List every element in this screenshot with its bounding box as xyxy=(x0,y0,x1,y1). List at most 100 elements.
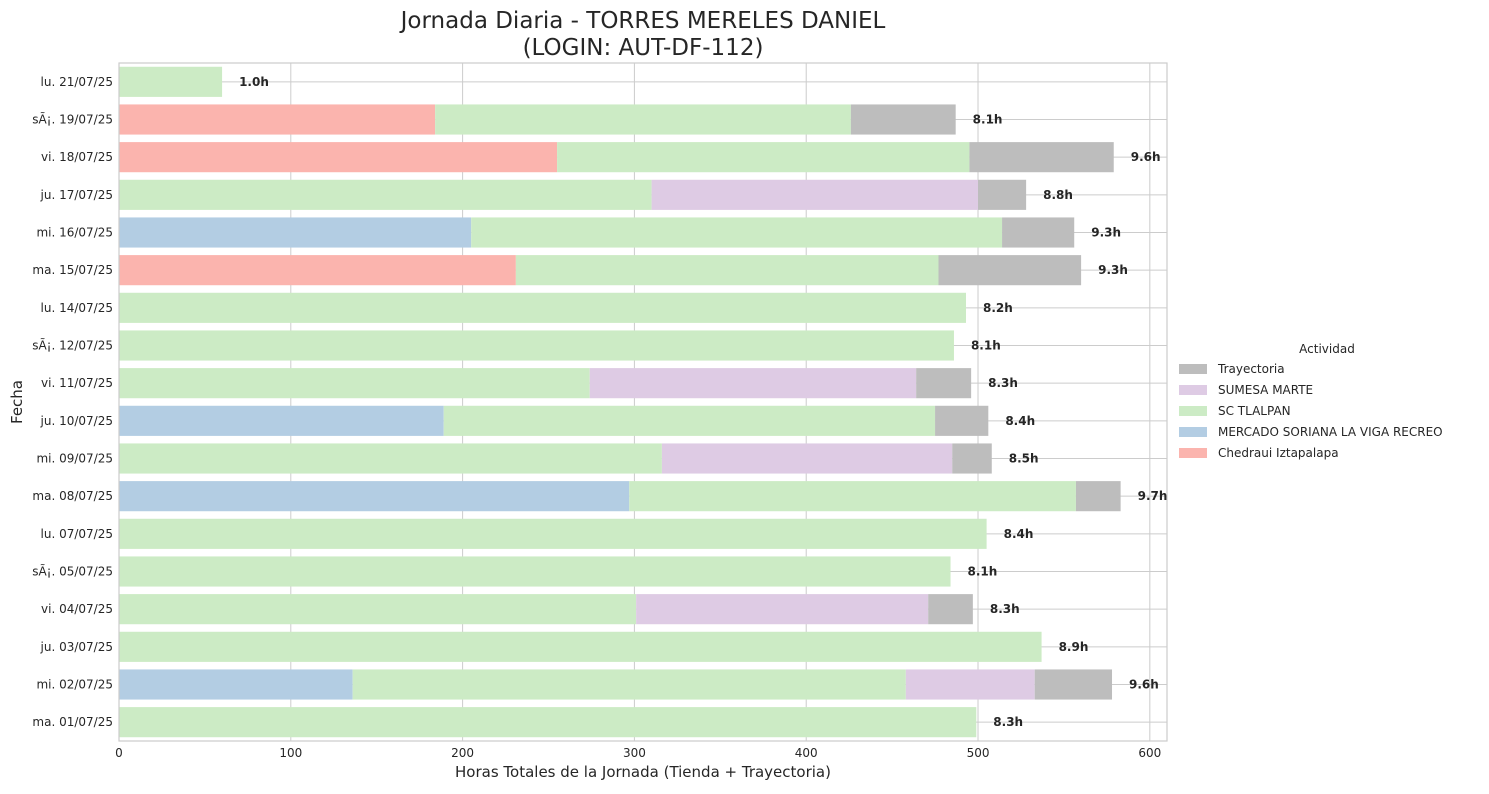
bar-total-label: 8.1h xyxy=(971,339,1001,353)
legend-entry: SC TLALPAN xyxy=(1218,404,1291,418)
bar-segment xyxy=(119,481,630,512)
bar-segment xyxy=(119,179,652,210)
legend-swatch xyxy=(1179,427,1207,437)
bar-segment xyxy=(119,142,558,173)
y-tick-label: ju. 17/07/25 xyxy=(40,188,113,202)
bar-segment xyxy=(905,669,1035,700)
bar-total-label: 8.3h xyxy=(993,715,1023,729)
bar-total-label: 9.3h xyxy=(1098,263,1128,277)
bar-segment xyxy=(629,481,1076,512)
legend-title: Actividad xyxy=(1299,342,1355,356)
y-tick-label: ma. 01/07/25 xyxy=(32,715,113,729)
y-tick-label: vi. 18/07/25 xyxy=(41,150,113,164)
bar-segment xyxy=(1034,669,1113,700)
y-tick-label: mi. 16/07/25 xyxy=(36,226,113,240)
bar-segment xyxy=(119,292,966,323)
bar-segment xyxy=(435,104,851,135)
bar-segment xyxy=(636,594,929,625)
bar-total-label: 8.8h xyxy=(1043,188,1073,202)
bar-segment xyxy=(589,368,917,399)
bar-segment xyxy=(1002,217,1075,248)
y-tick-label: sÃ¡. 19/07/25 xyxy=(32,112,113,127)
legend-swatch xyxy=(1179,385,1207,395)
bar-segment xyxy=(119,631,1042,662)
legend-entry: Chedraui Iztapalapa xyxy=(1218,446,1339,460)
bar-segment xyxy=(443,405,936,436)
bar-segment xyxy=(661,443,953,474)
legend-swatch xyxy=(1179,364,1207,374)
bar-segment xyxy=(119,66,223,97)
bar-segment xyxy=(119,556,951,587)
bar-segment xyxy=(928,594,973,625)
bar-total-label: 8.5h xyxy=(1009,452,1039,466)
y-tick-label: ma. 15/07/25 xyxy=(32,263,113,277)
y-tick-label: mi. 02/07/25 xyxy=(36,678,113,692)
bar-total-label: 8.1h xyxy=(973,113,1003,127)
bar-total-label: 8.9h xyxy=(1059,640,1089,654)
legend-swatch xyxy=(1179,406,1207,416)
bar-segment xyxy=(651,179,979,210)
x-tick-label: 100 xyxy=(279,746,302,760)
bar-segment xyxy=(119,518,987,549)
bar-segment xyxy=(119,405,444,436)
bar-total-label: 8.4h xyxy=(1004,527,1034,541)
y-tick-label: sÃ¡. 12/07/25 xyxy=(32,338,113,353)
bar-segment xyxy=(471,217,1003,248)
bar-total-label: 9.6h xyxy=(1129,678,1159,692)
legend-swatch xyxy=(1179,448,1207,458)
legend-entry: MERCADO SORIANA LA VIGA RECREO xyxy=(1218,425,1443,439)
bar-segment xyxy=(119,594,637,625)
y-tick-label: mi. 09/07/25 xyxy=(36,452,113,466)
bar-total-label: 8.4h xyxy=(1005,414,1035,428)
y-tick-label: lu. 07/07/25 xyxy=(41,527,113,541)
bar-segment xyxy=(119,707,977,738)
y-tick-label: vi. 11/07/25 xyxy=(41,376,113,390)
bar-segment xyxy=(119,217,472,248)
y-tick-label: vi. 04/07/25 xyxy=(41,602,113,616)
y-tick-label: lu. 21/07/25 xyxy=(41,75,113,89)
y-tick-label: lu. 14/07/25 xyxy=(41,301,113,315)
x-tick-label: 200 xyxy=(451,746,474,760)
bar-segment xyxy=(119,330,954,361)
legend-entry: Trayectoria xyxy=(1217,362,1285,376)
bar-segment xyxy=(978,179,1027,210)
bar-segment xyxy=(119,669,353,700)
bar-total-label: 8.2h xyxy=(983,301,1013,315)
bar-segment xyxy=(119,368,590,399)
legend-entry: SUMESA MARTE xyxy=(1218,383,1313,397)
chart-title: Jornada Diaria - TORRES MERELES DANIEL xyxy=(399,8,886,34)
plot-frame xyxy=(118,62,1168,742)
bar-segment xyxy=(515,255,939,286)
bar-total-label: 9.7h xyxy=(1138,489,1168,503)
x-tick-label: 400 xyxy=(795,746,818,760)
y-tick-label: ju. 03/07/25 xyxy=(40,640,113,654)
x-tick-label: 600 xyxy=(1138,746,1161,760)
bar-segment xyxy=(969,142,1114,173)
bar-segment xyxy=(916,368,972,399)
x-axis-label: Horas Totales de la Jornada (Tienda + Tr… xyxy=(455,763,831,781)
bar-total-label: 9.6h xyxy=(1131,150,1161,164)
x-tick-label: 500 xyxy=(967,746,990,760)
bar-segment xyxy=(557,142,970,173)
bar-total-label: 1.0h xyxy=(239,75,269,89)
bar-segment xyxy=(935,405,989,436)
y-axis-label: Fecha xyxy=(8,380,26,424)
bar-segment xyxy=(119,255,516,286)
bar-segment xyxy=(952,443,992,474)
bar-total-label: 8.1h xyxy=(968,565,998,579)
bar-segment xyxy=(119,443,662,474)
y-tick-label: ju. 10/07/25 xyxy=(40,414,113,428)
bar-segment xyxy=(938,255,1082,286)
y-tick-label: ma. 08/07/25 xyxy=(32,489,113,503)
bar-total-label: 9.3h xyxy=(1091,226,1121,240)
bar-total-label: 8.3h xyxy=(990,602,1020,616)
bar-segment xyxy=(850,104,956,135)
bar-total-label: 8.3h xyxy=(988,376,1018,390)
x-tick-label: 0 xyxy=(115,746,123,760)
bar-segment xyxy=(1075,481,1121,512)
y-tick-label: sÃ¡. 05/07/25 xyxy=(32,564,113,579)
x-tick-label: 300 xyxy=(623,746,646,760)
bar-segment xyxy=(119,104,436,135)
